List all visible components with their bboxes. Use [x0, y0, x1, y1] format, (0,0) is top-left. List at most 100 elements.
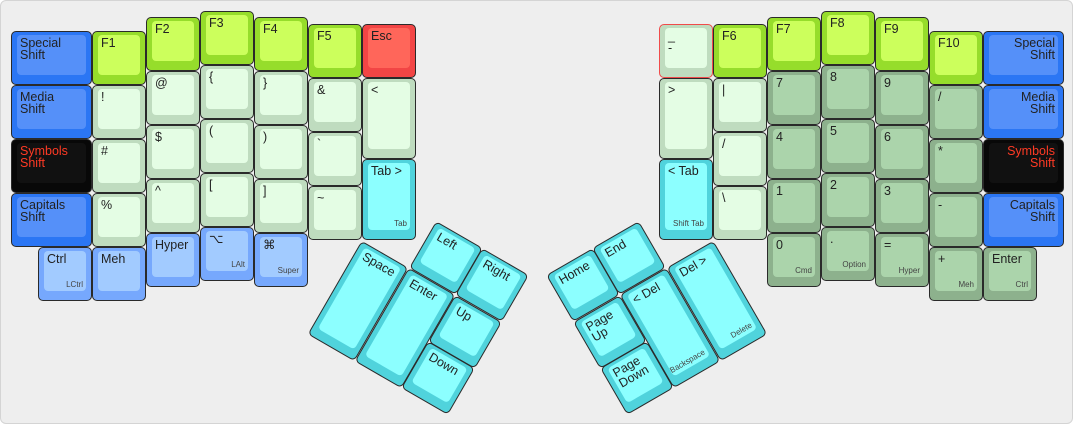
key-f10[interactable]: F10 — [929, 31, 983, 85]
key-media-shift[interactable]: Media Shift — [983, 85, 1064, 139]
key-label: \ — [722, 191, 726, 205]
key-symbol[interactable]: = Hyper — [875, 233, 929, 287]
key-label: Page Down — [610, 353, 652, 391]
keycap: Enter Ctrl — [989, 251, 1031, 291]
key-symbol[interactable]: # — [92, 139, 146, 193]
key-symbols-shift[interactable]: Symbols Shift — [11, 139, 92, 193]
key-symbol[interactable]: { — [200, 65, 254, 119]
key-symbol[interactable]: . Option — [821, 227, 875, 281]
key-symbol[interactable]: \ — [713, 186, 767, 240]
key-meh[interactable]: Meh — [92, 247, 146, 301]
key-f5[interactable]: F5 — [308, 24, 362, 78]
key-symbol[interactable]: ] — [254, 179, 308, 233]
key-symbols-shift[interactable]: Symbols Shift — [983, 139, 1064, 193]
key-label: Special Shift — [1014, 36, 1055, 62]
key-media-shift[interactable]: Media Shift — [11, 85, 92, 139]
key-6[interactable]: 6 — [875, 125, 929, 179]
key-symbol[interactable]: < — [362, 78, 416, 159]
key-label: 6 — [884, 130, 891, 144]
key-2[interactable]: 2 — [821, 173, 875, 227]
key-label: Enter — [992, 252, 1022, 266]
key-enter[interactable]: Enter Ctrl — [983, 247, 1037, 301]
keycap: F6 — [719, 28, 761, 68]
key-5[interactable]: 5 — [821, 119, 875, 173]
key-symbol[interactable]: ⌘ Super — [254, 233, 308, 287]
keycap: / — [719, 136, 761, 176]
keycap: < — [368, 82, 410, 149]
keycap: 1 — [773, 183, 815, 223]
key-f1[interactable]: F1 — [92, 31, 146, 85]
key-symbol[interactable]: ^ — [146, 179, 200, 233]
key-tab[interactable]: Tab > Tab — [362, 159, 416, 240]
key-symbol[interactable]: } — [254, 71, 308, 125]
key-symbol[interactable]: & — [308, 78, 362, 132]
key-label: F5 — [317, 29, 332, 43]
key-capitals-shift[interactable]: Capitals Shift — [11, 193, 92, 247]
keycap: # — [98, 143, 140, 183]
key-1[interactable]: 1 — [767, 179, 821, 233]
key-label: Hyper — [155, 238, 189, 252]
key-f4[interactable]: F4 — [254, 17, 308, 71]
key-symbol[interactable]: / — [713, 132, 767, 186]
key-f8[interactable]: F8 — [821, 11, 875, 65]
key-sublabel: Backspace — [668, 347, 707, 375]
key-label: @ — [155, 76, 168, 90]
key-symbol[interactable]: / — [929, 85, 983, 139]
key-symbol[interactable]: $ — [146, 125, 200, 179]
key-label: [ — [209, 178, 213, 192]
key-special-shift[interactable]: Special Shift — [11, 31, 92, 85]
key-f6[interactable]: F6 — [713, 24, 767, 78]
key-sublabel: LAlt — [231, 260, 245, 269]
key-symbol[interactable]: ⌥ LAlt — [200, 227, 254, 281]
key-special-shift[interactable]: Special Shift — [983, 31, 1064, 85]
key-symbol[interactable]: * — [929, 139, 983, 193]
key-label: Media Shift — [1020, 90, 1055, 116]
key-label: ⌥ — [209, 232, 224, 246]
key-label: F3 — [209, 16, 224, 30]
key-f2[interactable]: F2 — [146, 17, 200, 71]
key-symbol[interactable]: ` — [308, 132, 362, 186]
key-8[interactable]: 8 — [821, 65, 875, 119]
key-label: Right — [480, 256, 513, 284]
key-symbol[interactable]: @ — [146, 71, 200, 125]
keycap: ) — [260, 129, 302, 169]
key-9[interactable]: 9 — [875, 71, 929, 125]
key-symbol[interactable]: ( — [200, 119, 254, 173]
key-capitals-shift[interactable]: Capitals Shift — [983, 193, 1064, 247]
key-symbol[interactable]: ~ — [308, 186, 362, 240]
key-symbol[interactable]: > — [659, 78, 713, 159]
key-f3[interactable]: F3 — [200, 11, 254, 65]
key-symbol[interactable]: ! — [92, 85, 146, 139]
key-label: = — [884, 238, 892, 252]
keycap: % — [98, 197, 140, 237]
key-f9[interactable]: F9 — [875, 17, 929, 71]
key-hyper[interactable]: Hyper — [146, 233, 200, 287]
key-f7[interactable]: F7 — [767, 17, 821, 71]
key-ctrl[interactable]: Ctrl LCtrl — [38, 247, 92, 301]
key-symbol[interactable]: % — [92, 193, 146, 247]
keycap: _ - — [665, 28, 707, 68]
key-symbol[interactable]: ) — [254, 125, 308, 179]
keycap: Tab > Tab — [368, 163, 410, 230]
key-esc[interactable]: Esc — [362, 24, 416, 78]
keycap: . Option — [827, 231, 869, 271]
key-0[interactable]: 0 Cmd — [767, 233, 821, 287]
keycap: F3 — [206, 15, 248, 55]
key-label: End — [602, 236, 629, 261]
keycap: 0 Cmd — [773, 237, 815, 277]
key-symbol[interactable]: + Meh — [929, 247, 983, 301]
key-symbol[interactable]: [ — [200, 173, 254, 227]
key-symbol[interactable]: | — [713, 78, 767, 132]
key-label: $ — [155, 130, 162, 144]
key-symbol[interactable]: - — [929, 193, 983, 247]
key-7[interactable]: 7 — [767, 71, 821, 125]
key-symbol[interactable]: _ - — [659, 24, 713, 78]
keycap: \ — [719, 190, 761, 230]
key-tab[interactable]: < Tab Shift Tab — [659, 159, 713, 240]
keycap: ! — [98, 89, 140, 129]
key-label: F1 — [101, 36, 116, 50]
key-3[interactable]: 3 — [875, 179, 929, 233]
key-label: F6 — [722, 29, 737, 43]
key-4[interactable]: 4 — [767, 125, 821, 179]
